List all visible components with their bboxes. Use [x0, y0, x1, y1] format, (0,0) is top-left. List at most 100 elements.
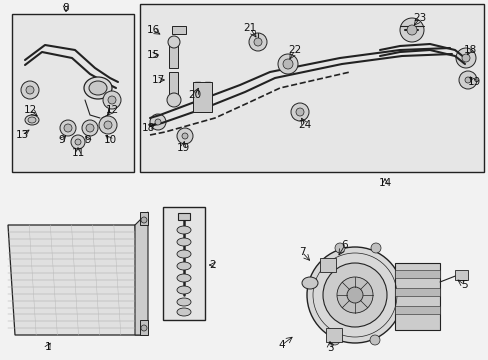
- Text: 5: 5: [461, 280, 468, 290]
- Text: 24: 24: [298, 120, 311, 130]
- Circle shape: [253, 38, 262, 46]
- Circle shape: [283, 59, 292, 69]
- Ellipse shape: [28, 117, 36, 123]
- Circle shape: [155, 119, 161, 125]
- Circle shape: [71, 135, 85, 149]
- Text: 23: 23: [412, 13, 426, 23]
- Bar: [454, 270, 467, 280]
- Circle shape: [99, 116, 117, 134]
- Bar: [169, 72, 178, 96]
- Circle shape: [86, 124, 94, 132]
- Text: 18: 18: [141, 123, 154, 133]
- Circle shape: [108, 96, 116, 104]
- Bar: [394, 270, 439, 278]
- Bar: [394, 306, 439, 314]
- Ellipse shape: [25, 115, 39, 125]
- Bar: [394, 288, 439, 296]
- Circle shape: [103, 91, 121, 109]
- Bar: [169, 44, 178, 68]
- Circle shape: [64, 124, 72, 132]
- Circle shape: [26, 86, 34, 94]
- Ellipse shape: [84, 77, 112, 99]
- Circle shape: [167, 93, 181, 107]
- Circle shape: [182, 133, 187, 139]
- Circle shape: [295, 108, 304, 116]
- Ellipse shape: [177, 286, 191, 294]
- Bar: [193, 82, 212, 112]
- Polygon shape: [140, 212, 148, 225]
- Circle shape: [334, 243, 345, 253]
- Text: 9: 9: [59, 135, 65, 145]
- Text: 3: 3: [326, 343, 333, 353]
- Text: 21: 21: [243, 23, 256, 33]
- Text: 10: 10: [103, 135, 116, 145]
- Circle shape: [150, 114, 165, 130]
- Circle shape: [104, 121, 112, 129]
- Ellipse shape: [177, 274, 191, 282]
- Circle shape: [290, 103, 308, 121]
- Circle shape: [82, 120, 98, 136]
- Text: 19: 19: [176, 143, 189, 153]
- Text: 22: 22: [288, 45, 301, 55]
- Circle shape: [21, 81, 39, 99]
- Circle shape: [458, 71, 476, 89]
- Ellipse shape: [302, 277, 317, 289]
- Bar: [140, 4, 483, 172]
- Circle shape: [406, 25, 416, 35]
- Circle shape: [329, 335, 339, 345]
- Circle shape: [461, 54, 469, 62]
- Bar: [178, 213, 190, 220]
- Ellipse shape: [177, 226, 191, 234]
- Text: 4: 4: [278, 340, 285, 350]
- Polygon shape: [8, 225, 142, 335]
- Polygon shape: [135, 212, 148, 335]
- Text: 6: 6: [341, 240, 347, 250]
- Text: 8: 8: [62, 3, 69, 13]
- Text: 13: 13: [15, 130, 29, 140]
- Circle shape: [306, 247, 402, 343]
- Text: 18: 18: [463, 45, 476, 55]
- Ellipse shape: [177, 250, 191, 258]
- Circle shape: [369, 335, 379, 345]
- Circle shape: [177, 128, 193, 144]
- Circle shape: [278, 54, 297, 74]
- Circle shape: [464, 77, 470, 83]
- Circle shape: [323, 263, 386, 327]
- Text: 1: 1: [44, 342, 51, 352]
- Ellipse shape: [177, 262, 191, 270]
- Circle shape: [168, 36, 180, 48]
- Text: 9: 9: [84, 135, 91, 145]
- Text: 7: 7: [298, 247, 305, 257]
- Circle shape: [336, 277, 372, 313]
- Text: 19: 19: [467, 77, 480, 87]
- Circle shape: [141, 325, 147, 331]
- Ellipse shape: [89, 81, 107, 95]
- Text: 20: 20: [188, 90, 201, 100]
- Ellipse shape: [177, 308, 191, 316]
- Ellipse shape: [177, 238, 191, 246]
- Circle shape: [370, 243, 380, 253]
- Text: 16: 16: [146, 25, 159, 35]
- Circle shape: [75, 139, 81, 145]
- Circle shape: [141, 217, 147, 223]
- Circle shape: [346, 287, 362, 303]
- Text: 12: 12: [105, 105, 119, 115]
- Text: 2: 2: [209, 260, 216, 270]
- Text: 17: 17: [151, 75, 164, 85]
- Text: 11: 11: [71, 148, 84, 158]
- Bar: [172, 26, 185, 34]
- Text: 15: 15: [146, 50, 159, 60]
- Bar: [325, 328, 341, 342]
- Polygon shape: [140, 320, 148, 335]
- Bar: [394, 263, 439, 330]
- Circle shape: [248, 33, 266, 51]
- Text: 12: 12: [23, 105, 37, 115]
- Bar: [163, 207, 204, 320]
- Ellipse shape: [177, 298, 191, 306]
- Circle shape: [399, 18, 423, 42]
- Circle shape: [60, 120, 76, 136]
- Bar: [12, 14, 134, 172]
- Text: 14: 14: [378, 178, 391, 188]
- Bar: [319, 258, 335, 272]
- Circle shape: [455, 48, 475, 68]
